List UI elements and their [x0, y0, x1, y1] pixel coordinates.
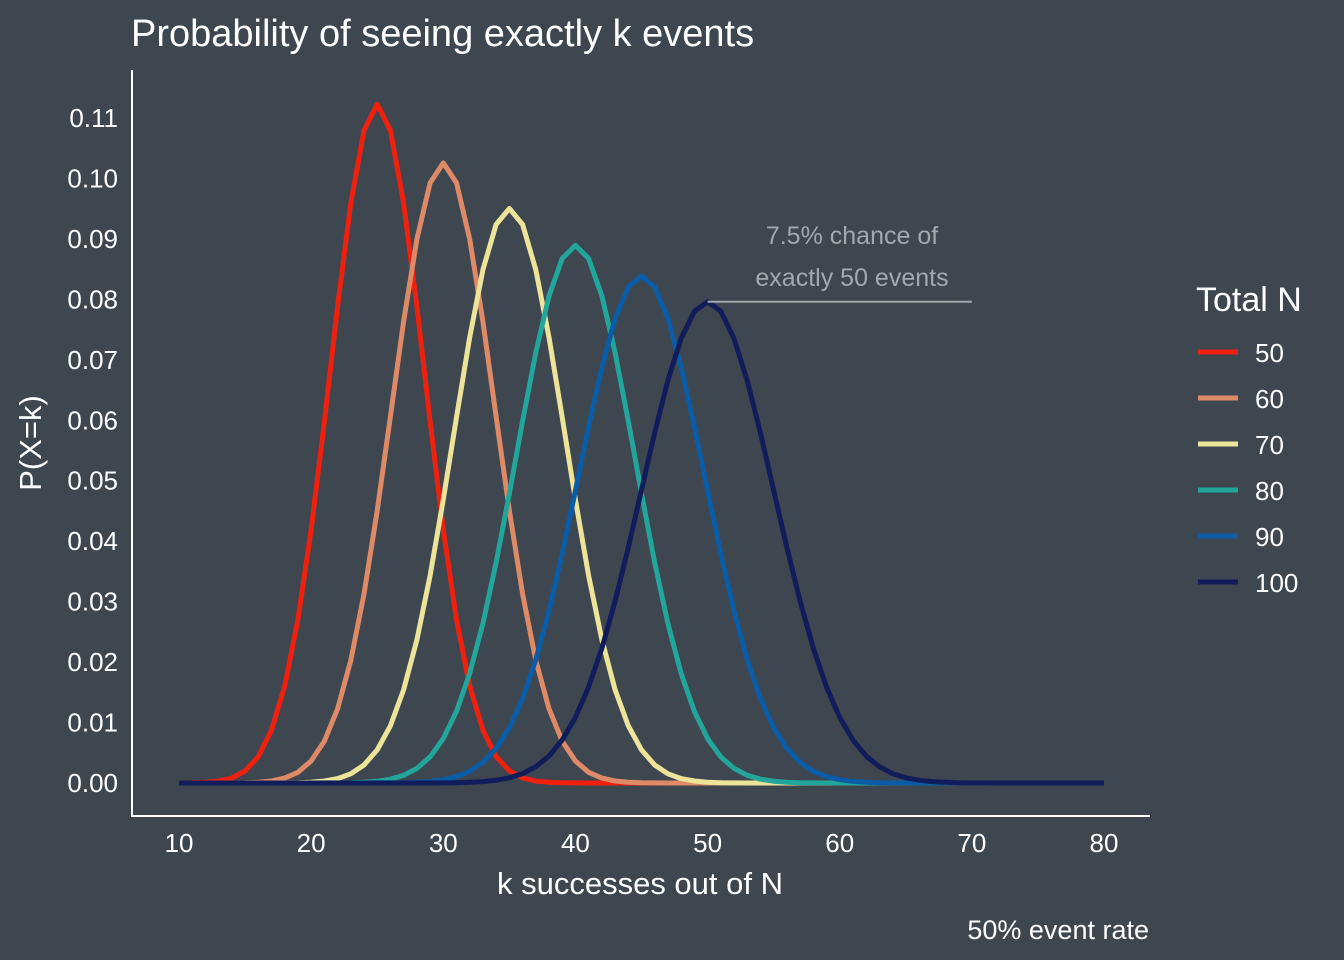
x-tick-label: 30 — [429, 828, 458, 858]
legend-items: 50 60 70 80 90 100 — [1198, 338, 1298, 598]
legend-label-50: 50 — [1255, 338, 1284, 368]
legend-label-80: 80 — [1255, 476, 1284, 506]
series-line-50 — [178, 101, 1104, 786]
annotation-text-line1: 7.5% chance of — [766, 222, 938, 250]
x-axis-title: k successes out of N — [497, 866, 783, 901]
legend-label-100: 100 — [1255, 568, 1298, 598]
y-tick-labels: 0.00 0.01 0.02 0.03 0.04 0.05 0.06 0.07 0.08 0.09… — [67, 103, 118, 798]
y-tick-label: 0.01 — [67, 708, 118, 738]
x-tick-label: 70 — [957, 828, 986, 858]
series-lines — [178, 101, 1104, 786]
chart-caption: 50% event rate — [967, 915, 1149, 945]
y-tick-label: 0.06 — [67, 405, 118, 435]
y-tick-label: 0.11 — [69, 103, 118, 133]
x-tick-label: 40 — [561, 828, 590, 858]
x-tick-labels: 10 20 30 40 50 60 70 80 — [165, 828, 1119, 858]
x-tick-label: 60 — [825, 828, 854, 858]
series-line-100 — [179, 299, 1104, 786]
legend: Total N 50 60 70 80 90 100 — [1196, 281, 1302, 598]
y-tick-label: 0.03 — [67, 587, 118, 617]
annotation-text-line2: exactly 50 events — [755, 264, 948, 292]
legend-label-70: 70 — [1255, 430, 1284, 460]
y-tick-label: 0.00 — [67, 768, 118, 798]
x-tick-label: 50 — [693, 828, 722, 858]
y-tick-label: 0.04 — [67, 526, 118, 556]
axes — [131, 70, 1150, 817]
chart-title: Probability of seeing exactly k events — [131, 13, 754, 55]
series-line-90 — [179, 273, 1104, 786]
y-tick-label: 0.07 — [67, 345, 118, 375]
x-tick-label: 10 — [165, 828, 194, 858]
legend-label-60: 60 — [1255, 384, 1284, 414]
y-tick-label: 0.10 — [67, 163, 118, 193]
x-tick-label: 20 — [297, 828, 326, 858]
legend-title: Total N — [1196, 281, 1302, 319]
y-axis-title: P(X=k) — [13, 395, 48, 491]
y-tick-label: 0.05 — [67, 466, 118, 496]
x-tick-label: 80 — [1090, 828, 1119, 858]
legend-label-90: 90 — [1255, 522, 1284, 552]
series-line-80 — [179, 242, 1104, 786]
annotation: 7.5% chance of exactly 50 events — [707, 222, 972, 303]
y-tick-label: 0.02 — [67, 647, 118, 677]
y-tick-label: 0.09 — [67, 224, 118, 254]
y-tick-label: 0.08 — [67, 284, 118, 314]
